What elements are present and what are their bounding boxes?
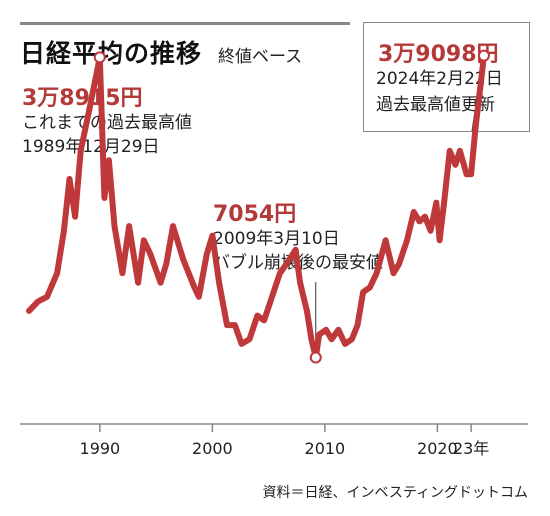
x-tick-label: 2000 bbox=[192, 439, 233, 458]
low-2009-line1: 2009年3月10日 bbox=[213, 229, 340, 249]
series-line bbox=[26, 52, 487, 361]
peak-1989-line1: これまでの過去最高値 bbox=[22, 113, 192, 133]
peak-markers bbox=[93, 49, 490, 364]
marker-2009-low bbox=[309, 351, 322, 364]
title-rule bbox=[20, 22, 350, 25]
peak-2024-line1: 2024年2月22日 bbox=[376, 69, 503, 89]
chart-subtitle: 終値ベース bbox=[218, 47, 303, 67]
peak-1989-value: 3万8915円 bbox=[22, 86, 143, 111]
x-tick-label: 2010 bbox=[305, 439, 346, 458]
peak-2024-box bbox=[363, 22, 530, 132]
x-tick-label: 23年 bbox=[453, 439, 489, 458]
low-2009-value: 7054円 bbox=[213, 202, 297, 227]
source-note: 資料＝日経、インベスティングドットコム bbox=[262, 485, 528, 501]
x-tick-label: 1990 bbox=[80, 439, 121, 458]
annotation-connectors bbox=[315, 50, 485, 353]
peak-1989-line2: 1989年12月29日 bbox=[22, 137, 160, 157]
chart-title: 日経平均の推移 bbox=[20, 39, 203, 68]
x-tick-label: 2020 bbox=[417, 439, 458, 458]
marker-2024-peak bbox=[477, 49, 490, 62]
marker-1989-peak bbox=[93, 51, 106, 64]
peak-2024-line2: 過去最高値更新 bbox=[376, 95, 495, 115]
